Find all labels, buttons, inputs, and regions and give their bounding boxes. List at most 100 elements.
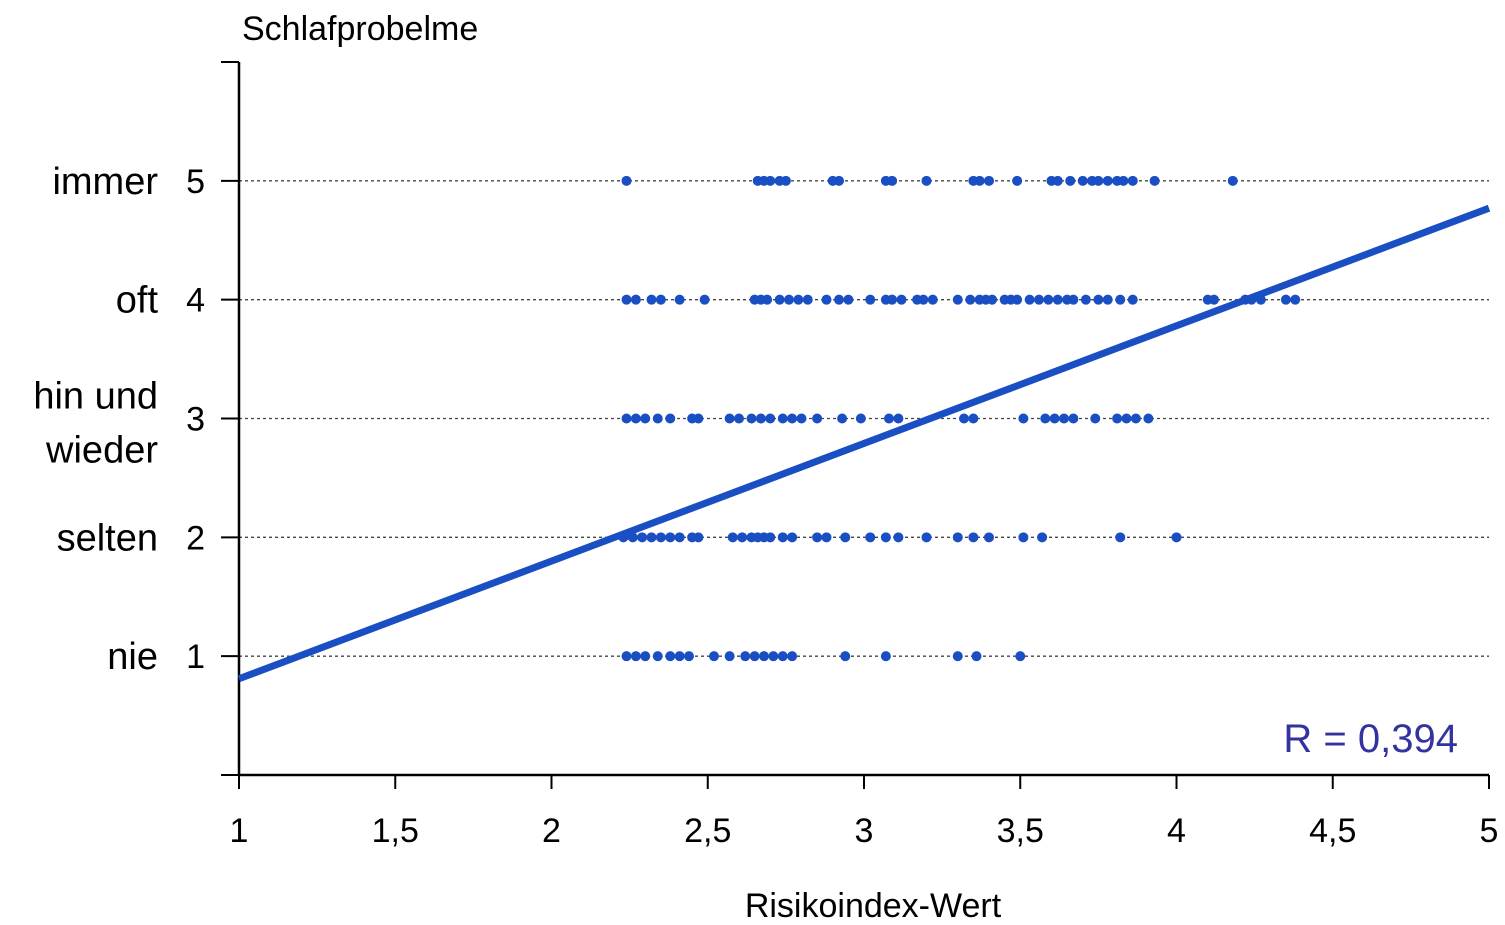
data-point [968, 532, 979, 543]
data-point [674, 651, 685, 662]
data-point [1018, 532, 1029, 543]
data-point [893, 413, 904, 424]
data-point [1015, 651, 1026, 662]
y-tick-label: 2 [186, 519, 205, 557]
data-point [1065, 175, 1076, 186]
data-point [652, 413, 663, 424]
data-point [1280, 294, 1291, 305]
data-point [968, 413, 979, 424]
data-point [921, 532, 932, 543]
axes [221, 61, 1490, 789]
data-point [693, 413, 704, 424]
data-point [1080, 294, 1091, 305]
data-point [759, 651, 769, 662]
data-point [749, 651, 760, 662]
data-point [693, 532, 704, 543]
data-point [952, 651, 963, 662]
data-point [709, 651, 719, 662]
data-point [784, 294, 794, 305]
data-point [893, 532, 904, 543]
data-point [865, 294, 876, 305]
data-point [987, 294, 998, 305]
data-point [630, 651, 641, 662]
data-point [737, 532, 748, 543]
data-point [621, 413, 632, 424]
data-point [724, 651, 735, 662]
data-point [734, 413, 744, 424]
data-point [699, 294, 710, 305]
x-tick-label: 1 [230, 812, 249, 850]
y-category-labels: nie selten hin und wieder oft immer [33, 161, 158, 678]
data-point [1127, 175, 1138, 186]
data-point [1102, 175, 1113, 186]
data-point [755, 413, 766, 424]
data-point [1115, 294, 1126, 305]
data-point [952, 294, 963, 305]
data-point [1290, 294, 1301, 305]
data-point [630, 413, 641, 424]
data-point [812, 413, 823, 424]
data-point [821, 532, 832, 543]
data-point [637, 532, 648, 543]
data-point [918, 294, 929, 305]
data-point [640, 413, 651, 424]
data-point [665, 532, 676, 543]
data-point [1090, 413, 1101, 424]
data-point [984, 175, 994, 186]
x-tick-label: 4,5 [1309, 812, 1356, 850]
x-tick-labels: 1 1,5 2 2,5 3 3,5 4 4,5 5 [230, 812, 1499, 850]
data-point [1102, 294, 1113, 305]
data-point [1115, 532, 1126, 543]
data-point [984, 532, 994, 543]
data-point [768, 651, 779, 662]
data-point [777, 651, 788, 662]
data-point [740, 651, 751, 662]
data-point [1018, 413, 1029, 424]
data-point [1127, 294, 1138, 305]
correlation-annotation: R = 0,394 [1283, 717, 1458, 761]
data-point [802, 294, 813, 305]
data-point [834, 294, 844, 305]
data-point [887, 175, 898, 186]
x-tick-label: 4 [1167, 812, 1186, 850]
data-point [840, 651, 851, 662]
data-point [1012, 175, 1023, 186]
data-point [1034, 294, 1044, 305]
data-point [880, 532, 891, 543]
data-point [1143, 413, 1154, 424]
data-point [821, 294, 832, 305]
data-point [621, 294, 632, 305]
y-category-label: immer [52, 161, 158, 203]
data-point [724, 413, 735, 424]
x-tick-label: 3 [855, 812, 874, 850]
data-point [843, 294, 854, 305]
data-point [674, 532, 685, 543]
data-point [793, 294, 804, 305]
x-axis-label: Risikoindex-Wert [745, 887, 1002, 925]
data-point [1171, 532, 1182, 543]
data-point [1024, 294, 1035, 305]
data-point [1227, 175, 1238, 186]
x-tick-label: 2,5 [684, 812, 731, 850]
y-tick-labels: 1 2 3 4 5 [186, 163, 205, 676]
data-point [884, 413, 894, 424]
data-point [1149, 175, 1160, 186]
y-tick-label: 5 [186, 163, 205, 201]
data-point [777, 413, 788, 424]
y-tick-label: 1 [186, 638, 205, 676]
y-tick-label: 4 [186, 282, 205, 320]
y-tick-label: 3 [186, 401, 205, 439]
regression-line-group [237, 204, 1491, 683]
data-point [621, 651, 632, 662]
data-point [1068, 413, 1079, 424]
data-point [787, 413, 798, 424]
data-point [959, 413, 969, 424]
data-point [1043, 294, 1054, 305]
data-point [684, 651, 694, 662]
data-point [1012, 294, 1023, 305]
data-point [812, 532, 823, 543]
data-point [1077, 175, 1088, 186]
data-point [1049, 413, 1060, 424]
x-tick-label: 3,5 [997, 812, 1044, 850]
